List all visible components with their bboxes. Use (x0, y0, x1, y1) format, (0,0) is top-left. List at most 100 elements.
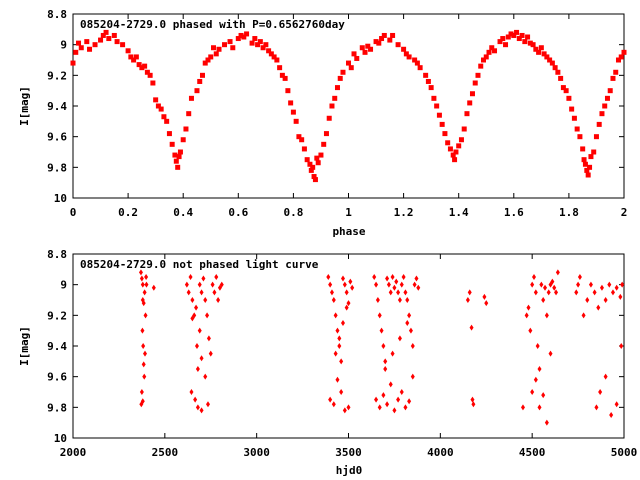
phased-data-point (475, 72, 481, 78)
phased-data-point (401, 46, 407, 52)
unphased-data-point (197, 281, 202, 288)
phased-data-point (442, 131, 448, 137)
unphased-data-point (328, 396, 333, 403)
phased-data-point (593, 134, 599, 140)
phased-data-point (615, 57, 621, 63)
unphased-data-point (530, 389, 535, 395)
unphased-data-point (379, 327, 384, 334)
phased-data-point (70, 60, 76, 66)
unphased-data-point (346, 404, 351, 411)
phased-data-point (368, 46, 374, 52)
phased-data-point (536, 49, 542, 55)
unphased-data-point (609, 412, 614, 418)
phased-x-tick-label: 1.2 (394, 206, 414, 219)
unphased-y-tick-label: 9.8 (47, 401, 67, 414)
phased-data-point (153, 97, 159, 103)
phased-data-point (533, 46, 539, 52)
phased-y-tick-label: 9 (60, 39, 67, 52)
phased-data-point (439, 121, 445, 127)
unphased-data-point (484, 300, 489, 307)
phased-data-point (395, 42, 401, 48)
phased-x-tick-label: 2 (621, 206, 628, 219)
unphased-data-point (399, 281, 404, 288)
phased-data-point (434, 103, 440, 109)
unphased-data-point (141, 343, 146, 349)
phased-data-point (205, 57, 211, 63)
phased-plot-title: 085204-2729.0 phased with P=0.6562760day (80, 18, 345, 31)
phased-data-point (461, 126, 467, 132)
unphased-data-point (337, 335, 342, 342)
phased-data-point (321, 141, 327, 147)
phased-data-point (142, 63, 148, 69)
phased-data-point (299, 137, 305, 143)
phased-data-point (486, 49, 492, 55)
phased-y-tick-label: 10 (54, 192, 67, 205)
unphased-data-point (195, 366, 200, 372)
unphased-data-point (381, 343, 386, 349)
unphased-data-point (143, 312, 148, 319)
phased-data-point (194, 88, 200, 94)
phased-data-point (304, 157, 310, 163)
unphased-y-tick-label: 10 (54, 432, 67, 445)
unphased-data-point (599, 284, 604, 291)
unphased-data-point (141, 300, 146, 307)
unphased-data-point (140, 281, 145, 288)
phased-data-point (596, 121, 602, 127)
phased-data-point (613, 69, 619, 75)
phased-y-tick-label: 9.6 (47, 131, 67, 144)
unphased-data-point (620, 281, 625, 288)
phased-data-point (87, 46, 93, 52)
phased-data-point (566, 95, 572, 101)
unphased-x-tick-label: 2000 (60, 446, 87, 459)
unphased-data-point (414, 275, 419, 282)
phased-data-point (522, 39, 528, 45)
unphased-data-point (377, 404, 382, 411)
phased-data-point (314, 155, 320, 161)
unphased-data-point (385, 401, 390, 408)
phased-data-point (334, 85, 340, 91)
phased-data-point (467, 100, 473, 106)
phased-data-point (362, 49, 368, 55)
unphased-data-point (342, 407, 347, 414)
unphased-data-point (470, 396, 475, 403)
unphased-data-point (537, 404, 542, 411)
unphased-data-point (598, 389, 603, 395)
phased-data-point (445, 140, 451, 146)
unphased-data-point (194, 304, 199, 311)
unphased-data-point (337, 343, 342, 349)
phased-data-point (199, 72, 205, 78)
phased-data-point (423, 72, 429, 78)
unphased-data-point (199, 407, 204, 414)
phased-data-point (346, 60, 351, 66)
unphased-x-tick-label: 3000 (243, 446, 270, 459)
phased-data-point (412, 57, 418, 63)
phased-data-point (186, 111, 192, 117)
unphased-data-point (465, 297, 470, 303)
phased-x-tick-label: 0.6 (228, 206, 248, 219)
phased-data-point (538, 45, 544, 51)
unphased-data-point (407, 312, 412, 319)
phased-data-point (447, 146, 453, 152)
phased-data-point (571, 115, 577, 121)
phased-data-point (150, 80, 156, 86)
unphased-data-point (533, 376, 538, 383)
unphased-data-point (396, 396, 401, 403)
phased-data-point (92, 42, 98, 48)
phased-y-axis-label: I[mag] (18, 86, 31, 126)
phased-data-point (158, 106, 164, 112)
phased-data-point (359, 45, 365, 51)
unphased-data-point (335, 327, 340, 334)
unphased-data-point (199, 355, 204, 362)
unphased-data-point (205, 312, 210, 319)
phased-data-point (569, 106, 575, 112)
unphased-data-point (405, 320, 410, 326)
phased-data-point (483, 54, 489, 60)
phased-data-point (197, 78, 203, 84)
unphased-data-point (392, 407, 397, 414)
phased-data-point (555, 69, 561, 75)
unphased-data-point (214, 274, 219, 280)
unphased-data-point (388, 289, 393, 296)
phased-data-point (308, 167, 314, 173)
phased-y-tick-label: 9.2 (47, 69, 67, 82)
phased-data-point (155, 103, 161, 109)
